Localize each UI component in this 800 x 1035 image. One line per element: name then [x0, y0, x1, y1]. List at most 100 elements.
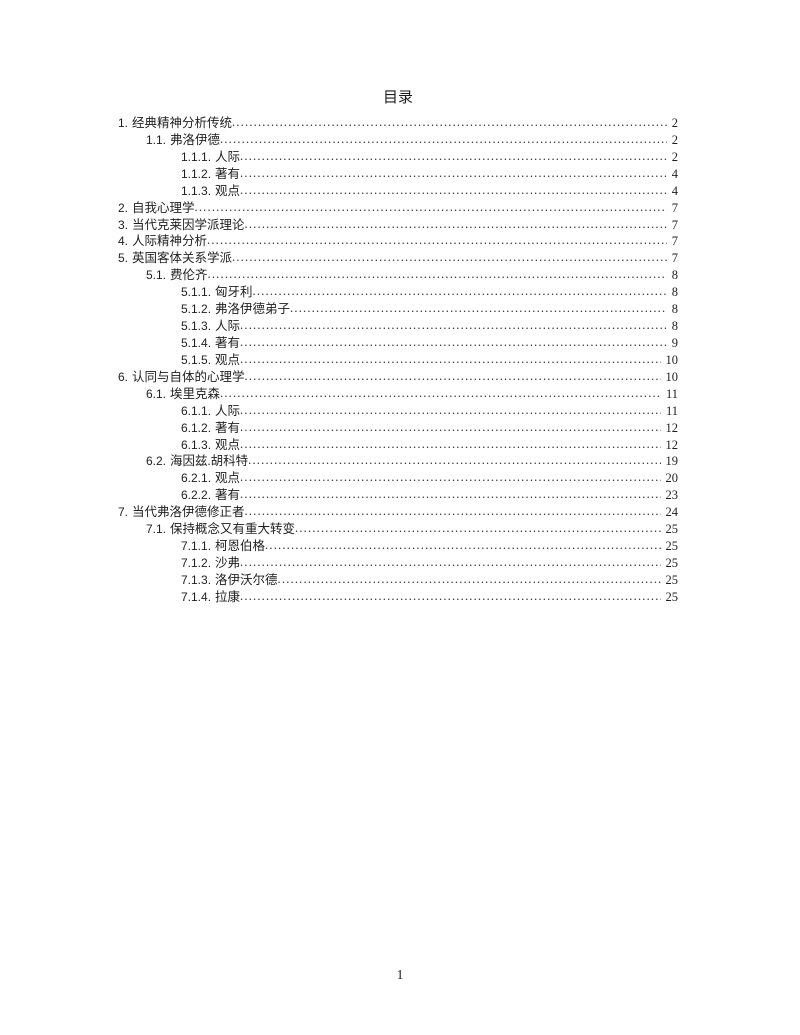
toc-entry[interactable]: 1.1.1.人际 2 [118, 149, 678, 166]
toc-dot-leader [220, 131, 667, 148]
toc-entry-label: 沙弗 [215, 555, 241, 570]
toc-dot-leader [278, 571, 661, 588]
toc-entry[interactable]: 6.2.1.观点 20 [118, 470, 678, 487]
toc-entry-page: 4 [671, 166, 678, 181]
toc-entry-label: 观点 [215, 471, 241, 486]
toc-dot-leader [232, 114, 667, 131]
toc-entry[interactable]: 4.人际精神分析 7 [118, 233, 678, 250]
toc-entry-number: 7.1. [146, 522, 167, 537]
toc-entry[interactable]: 1.1.2.著有 4 [118, 166, 678, 183]
toc-entry-number: 1.1.2. [181, 166, 212, 181]
toc-entry[interactable]: 5.1.2.弗洛伊德弟子 8 [118, 301, 678, 318]
toc-entry-label: 人际 [215, 403, 241, 418]
toc-entry-label: 认同与自体的心理学 [132, 369, 245, 384]
toc-entry-page: 2 [671, 132, 678, 147]
toc-entry-page: 11 [665, 403, 678, 418]
toc-entry-label: 弗洛伊德弟子 [215, 302, 291, 317]
toc-dot-leader [208, 266, 667, 283]
toc-entry-page: 7 [671, 200, 678, 215]
toc-entry-label: 保持概念又有重大转变 [170, 522, 296, 537]
toc-entry-label: 人际精神分析 [132, 234, 208, 249]
toc-dot-leader [245, 503, 661, 520]
toc-entry-number: 5.1.4. [181, 335, 212, 350]
toc-entry[interactable]: 5.英国客体关系学派 7 [118, 250, 678, 267]
toc-dot-leader [232, 249, 667, 266]
toc-entry-number: 7.1.2. [181, 555, 212, 570]
toc-entry-page: 8 [671, 302, 678, 317]
toc-entry-number: 6. [118, 369, 129, 384]
toc-entry[interactable]: 3.当代克莱因学派理论 7 [118, 217, 678, 234]
toc-entry-label: 英国客体关系学派 [132, 251, 233, 266]
toc-entry[interactable]: 5.1.4.著有 9 [118, 335, 678, 352]
toc-entry[interactable]: 7.当代弗洛伊德修正者 24 [118, 504, 678, 521]
toc-entry[interactable]: 6.1.2.著有 12 [118, 420, 678, 437]
toc-title: 目录 [382, 90, 413, 106]
toc-entry-number: 1.1.1. [181, 149, 212, 164]
toc-entry[interactable]: 7.1.保持概念又有重大转变 25 [118, 521, 678, 538]
toc-entry-label: 人际 [215, 319, 241, 334]
toc-entry[interactable]: 6.2.2.著有 23 [118, 487, 678, 504]
toc-dot-leader [290, 300, 667, 317]
toc-entry-page: 11 [665, 386, 678, 401]
toc-entry[interactable]: 7.1.4.拉康 25 [118, 589, 678, 606]
toc-entry[interactable]: 6.2.海因兹.胡科特 19 [118, 453, 678, 470]
toc-dot-leader [248, 452, 660, 469]
toc-entry-label: 当代克莱因学派理论 [132, 217, 245, 232]
toc-entry-number: 7. [118, 505, 129, 520]
toc-entry-label: 观点 [215, 437, 241, 452]
toc-entry-number: 6.1.3. [181, 437, 212, 452]
toc-entry[interactable]: 6.1.3.观点 12 [118, 437, 678, 454]
toc-entry[interactable]: 6.认同与自体的心理学 10 [118, 369, 678, 386]
toc-entry-label: 著有 [215, 335, 241, 350]
toc-entry[interactable]: 5.1.3.人际 8 [118, 318, 678, 335]
toc-entry-label: 埃里克森 [170, 386, 221, 401]
toc-dot-leader [240, 419, 660, 436]
toc-entry-page: 20 [665, 471, 679, 486]
toc-entry-page: 25 [665, 572, 679, 587]
toc-entry-label: 海因兹.胡科特 [170, 454, 249, 469]
toc-entry-label: 著有 [215, 488, 241, 503]
toc-dot-leader [240, 469, 660, 486]
toc-entry[interactable]: 7.1.1.柯恩伯格 25 [118, 538, 678, 555]
toc-entry-page: 9 [671, 335, 678, 350]
toc-entry-page: 23 [665, 488, 679, 503]
toc-entry-page: 12 [665, 437, 679, 452]
toc-entry[interactable]: 1.1.3.观点 4 [118, 183, 678, 200]
toc-entry[interactable]: 6.1.1.人际 11 [118, 403, 678, 420]
toc-entry-page: 10 [665, 352, 679, 367]
toc-content: 目录 1.经典精神分析传统21.1.弗洛伊德21.1.1.人际21.1.2.著有… [118, 88, 678, 606]
toc-entry-label: 经典精神分析传统 [132, 116, 233, 130]
toc-entry-label: 观点 [215, 352, 241, 367]
toc-entry[interactable]: 7.1.3.洛伊沃尔德 25 [118, 572, 678, 589]
toc-entry-number: 5.1.5. [181, 352, 212, 367]
toc-entry-number: 6.2. [146, 454, 167, 469]
toc-dot-leader [240, 351, 660, 368]
toc-entry[interactable]: 6.1.埃里克森 11 [118, 386, 678, 403]
toc-entry[interactable]: 5.1.5.观点 10 [118, 352, 678, 369]
toc-entry[interactable]: 1.1.弗洛伊德 2 [118, 132, 678, 149]
toc-entry[interactable]: 7.1.2.沙弗 25 [118, 555, 678, 572]
toc-entry[interactable]: 1.经典精神分析传统 2 [118, 115, 678, 132]
toc-list: 1.经典精神分析传统21.1.弗洛伊德21.1.1.人际21.1.2.著有41.… [118, 115, 678, 606]
toc-entry-number: 7.1.1. [181, 539, 212, 554]
toc-entry-label: 费伦齐 [170, 268, 208, 283]
toc-entry[interactable]: 5.1.1.匈牙利 8 [118, 284, 678, 301]
toc-entry[interactable]: 2.自我心理学 7 [118, 200, 678, 217]
toc-entry-label: 柯恩伯格 [215, 539, 266, 554]
toc-entry[interactable]: 5.1.费伦齐 8 [118, 267, 678, 284]
toc-dot-leader [240, 334, 667, 351]
toc-entry-number: 5.1.3. [181, 319, 212, 334]
toc-entry-page: 25 [665, 522, 679, 537]
toc-entry-page: 12 [665, 420, 679, 435]
toc-dot-leader [240, 588, 660, 605]
toc-dot-leader [245, 216, 667, 233]
toc-entry-number: 6.2.2. [181, 488, 212, 503]
toc-entry-number: 5.1.1. [181, 285, 212, 300]
toc-entry-label: 观点 [215, 183, 241, 198]
toc-dot-leader [245, 368, 661, 385]
toc-entry-number: 5.1. [146, 268, 167, 283]
toc-entry-number: 5.1.2. [181, 302, 212, 317]
toc-entry-number: 7.1.3. [181, 572, 212, 587]
toc-dot-leader [295, 520, 660, 537]
toc-entry-page: 7 [671, 234, 678, 249]
